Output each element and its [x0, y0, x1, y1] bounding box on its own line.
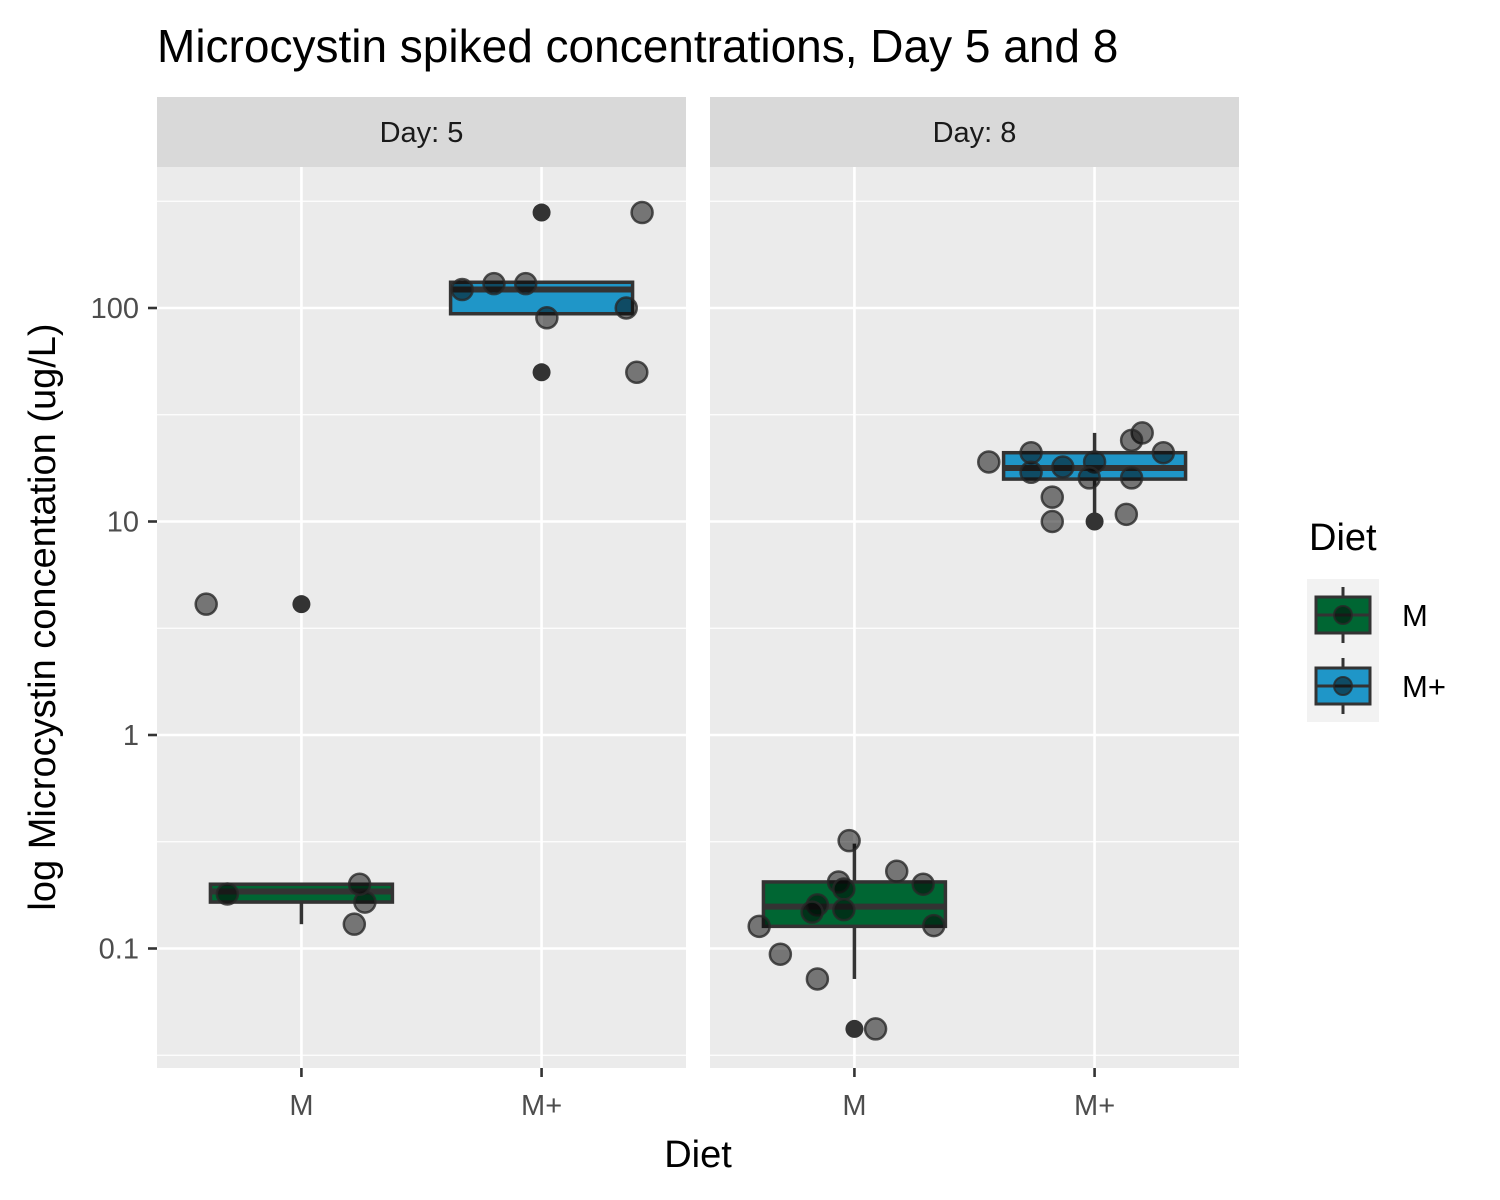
facet-label: Day: 5: [380, 117, 464, 149]
outlier-point: [292, 595, 311, 614]
data-point: [922, 913, 946, 938]
data-point: [837, 828, 861, 853]
data-point: [630, 200, 654, 225]
data-point: [347, 872, 372, 896]
facet-strip: [710, 97, 1239, 167]
x-tick-label: M+: [1074, 1090, 1115, 1122]
data-point: [215, 882, 240, 906]
panel-background: [157, 167, 686, 1068]
facet-label: Day: 8: [933, 117, 1017, 149]
data-point: [747, 914, 771, 939]
data-point: [1040, 509, 1065, 534]
data-point: [194, 592, 218, 616]
data-point: [863, 1017, 888, 1041]
data-point: [1077, 466, 1102, 490]
legend-label: M: [1402, 598, 1428, 633]
legend-title: Diet: [1309, 517, 1377, 559]
outlier-point: [532, 203, 551, 222]
data-point: [800, 900, 824, 924]
data-point: [1019, 460, 1043, 485]
data-point: [832, 897, 856, 922]
data-point: [832, 877, 856, 901]
facet-strip: [157, 97, 686, 167]
data-point: [450, 277, 474, 302]
y-tick-label: 100: [91, 293, 139, 325]
data-point: [1151, 440, 1176, 465]
outlier-point: [845, 1019, 864, 1038]
data-point: [1040, 485, 1065, 509]
data-point: [768, 942, 793, 966]
data-point: [1119, 428, 1144, 453]
data-point: [911, 872, 935, 896]
data-point: [513, 271, 538, 296]
y-tick-label: 10: [107, 507, 139, 539]
data-point: [1119, 466, 1144, 490]
data-point: [1114, 502, 1139, 527]
legend-key-point: [1333, 676, 1353, 696]
data-point: [977, 450, 1001, 474]
chart-title: Microcystin spiked concentrations, Day 5…: [157, 20, 1118, 72]
data-point: [342, 912, 367, 936]
data-point: [805, 967, 830, 991]
x-tick-label: M+: [521, 1090, 562, 1122]
y-tick-label: 0.1: [99, 934, 139, 966]
outlier-point: [1085, 512, 1104, 531]
data-point: [884, 859, 909, 884]
data-point: [1051, 455, 1075, 479]
outlier-point: [532, 363, 551, 382]
y-tick-label: 1: [123, 720, 139, 752]
data-point: [1019, 440, 1043, 465]
x-tick-label: M: [842, 1090, 866, 1122]
data-point: [614, 296, 638, 320]
legend-key-point: [1333, 605, 1353, 625]
panel-background: [710, 167, 1239, 1068]
data-point: [535, 306, 559, 330]
legend-label: M+: [1402, 669, 1446, 704]
x-axis-title: Diet: [664, 1134, 732, 1176]
y-axis-title: log Microcystin concentation (ug/L): [22, 323, 64, 910]
x-tick-label: M: [289, 1090, 313, 1122]
data-point: [482, 271, 506, 296]
data-point: [625, 360, 649, 385]
